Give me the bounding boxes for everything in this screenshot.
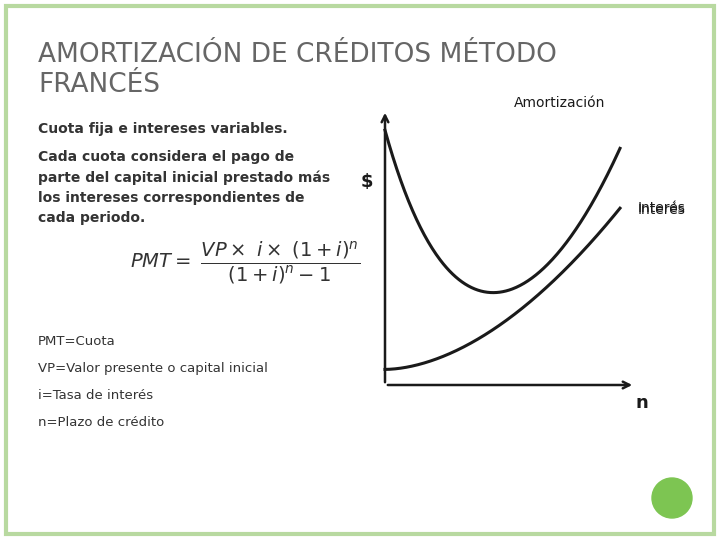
Text: VP=Valor presente o capital inicial: VP=Valor presente o capital inicial [38,362,268,375]
Text: Cuota fija e intereses variables.: Cuota fija e intereses variables. [38,122,287,136]
Text: Interés: Interés [638,203,686,217]
Circle shape [652,478,692,518]
Text: Interés: Interés [638,201,686,215]
Text: Amortización: Amortización [514,96,606,110]
Text: FRANCÉS: FRANCÉS [38,72,160,98]
Text: AMORTIZACIÓN DE CRÉDITOS MÉTODO: AMORTIZACIÓN DE CRÉDITOS MÉTODO [38,42,557,68]
FancyBboxPatch shape [6,6,714,534]
Text: $: $ [361,173,373,191]
Text: i=Tasa de interés: i=Tasa de interés [38,389,153,402]
Text: n=Plazo de crédito: n=Plazo de crédito [38,416,164,429]
Text: $\mathit{PMT=\ } \dfrac{\mathit{VP\times\ i\times\ (1+i)^{n}}}{\mathit{(1+i)^{n}: $\mathit{PMT=\ } \dfrac{\mathit{VP\times… [130,240,360,287]
Text: Cada cuota considera el pago de
parte del capital inicial prestado más
los inter: Cada cuota considera el pago de parte de… [38,150,330,225]
Text: PMT=Cuota: PMT=Cuota [38,335,116,348]
Text: n: n [636,394,649,412]
